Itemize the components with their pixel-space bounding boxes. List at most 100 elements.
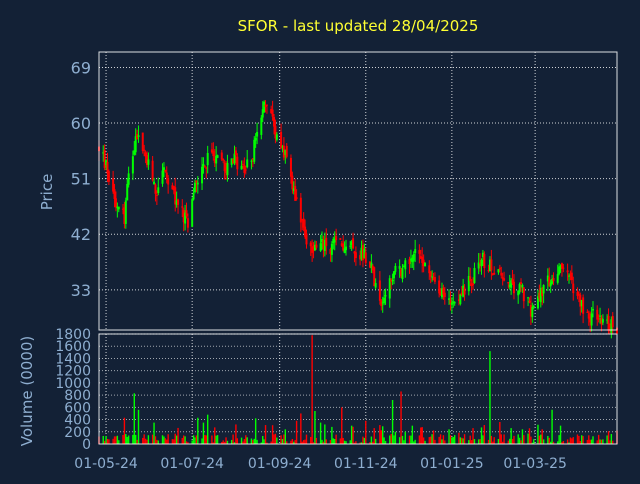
volume-bar bbox=[274, 433, 277, 444]
down-candle-body bbox=[511, 279, 514, 284]
down-candle-body bbox=[570, 272, 573, 281]
down-candle-body bbox=[576, 291, 579, 296]
volume-bar bbox=[434, 439, 436, 444]
down-candle-body bbox=[177, 199, 180, 205]
up-candle-body bbox=[559, 266, 562, 269]
up-candle-body bbox=[292, 188, 295, 192]
volume-bar bbox=[394, 431, 397, 444]
volume-bar bbox=[547, 435, 549, 444]
x-tick-label: 01-11-24 bbox=[334, 456, 398, 472]
down-candle-body bbox=[503, 278, 506, 281]
volume-bar bbox=[153, 422, 155, 444]
down-candle-body bbox=[213, 158, 216, 164]
volume-bar bbox=[404, 431, 406, 444]
volume-bar bbox=[266, 442, 268, 444]
up-candle-body bbox=[402, 266, 405, 268]
down-candle-body bbox=[469, 276, 472, 281]
down-candle-body bbox=[289, 157, 292, 177]
up-candle-body bbox=[411, 257, 414, 262]
up-candle-body bbox=[126, 183, 129, 201]
volume-bars bbox=[98, 335, 618, 444]
volume-bar bbox=[453, 435, 456, 444]
volume-bar bbox=[597, 434, 600, 444]
volume-bar bbox=[557, 441, 559, 444]
volume-bar bbox=[469, 435, 471, 444]
up-candle-body bbox=[580, 300, 583, 307]
volume-bar bbox=[472, 428, 474, 444]
volume-bar bbox=[609, 440, 611, 444]
down-candle-body bbox=[442, 287, 445, 295]
volume-bar bbox=[294, 439, 296, 444]
volume-bar bbox=[588, 435, 590, 444]
volume-bar bbox=[115, 436, 117, 444]
volume-bar bbox=[527, 433, 529, 444]
up-candle-body bbox=[517, 290, 520, 296]
down-candle-body bbox=[145, 155, 148, 166]
down-candle-body bbox=[106, 161, 109, 174]
volume-tick-label: 1200 bbox=[55, 364, 91, 380]
volume-bar bbox=[250, 438, 253, 444]
down-candle-body bbox=[512, 281, 515, 294]
down-candle-body bbox=[541, 288, 544, 297]
volume-tick-label: 1400 bbox=[55, 351, 91, 367]
down-candle-body bbox=[520, 282, 523, 285]
up-candle-body bbox=[131, 156, 134, 174]
up-candle-body bbox=[450, 302, 453, 305]
down-candle-body bbox=[572, 283, 575, 294]
up-candle-body bbox=[345, 246, 348, 251]
volume-bar bbox=[422, 437, 425, 444]
down-candle-body bbox=[241, 163, 244, 165]
volume-bar bbox=[571, 438, 573, 444]
up-candle-body bbox=[133, 150, 136, 155]
volume-bar bbox=[589, 439, 591, 444]
volume-bar bbox=[382, 426, 384, 444]
volume-bar bbox=[276, 437, 278, 444]
up-candle-body bbox=[124, 200, 127, 224]
volume-bar bbox=[449, 435, 452, 444]
up-candle-body bbox=[440, 288, 443, 298]
down-candle-body bbox=[273, 117, 276, 127]
volume-bar bbox=[281, 438, 284, 444]
up-candle-body bbox=[467, 275, 470, 292]
volume-bar bbox=[319, 422, 322, 444]
volume-bar bbox=[202, 422, 205, 444]
up-candle-body bbox=[134, 136, 137, 153]
up-candle-body bbox=[343, 248, 346, 253]
volume-bar bbox=[362, 436, 364, 444]
volume-bar bbox=[125, 434, 127, 444]
up-candle-body bbox=[542, 285, 545, 294]
down-candle-body bbox=[186, 218, 189, 228]
down-candle-body bbox=[205, 167, 208, 169]
volume-bar bbox=[473, 439, 476, 444]
down-candle-body bbox=[569, 274, 572, 276]
volume-bar bbox=[271, 425, 274, 444]
up-candle-body bbox=[531, 306, 534, 318]
up-candle-body bbox=[263, 101, 266, 113]
volume-bar bbox=[428, 437, 430, 444]
down-candle-body bbox=[315, 244, 318, 248]
volume-bar bbox=[493, 437, 495, 444]
up-candle-body bbox=[240, 165, 243, 170]
down-candle-body bbox=[234, 150, 237, 156]
volume-bar bbox=[166, 439, 168, 444]
volume-tick-label: 0 bbox=[82, 437, 91, 453]
volume-bar bbox=[374, 438, 377, 444]
volume-bar bbox=[448, 429, 450, 444]
volume-bar bbox=[483, 425, 486, 444]
up-candle-body bbox=[127, 173, 130, 185]
volume-axis-label: Volume (0000) bbox=[18, 336, 36, 446]
volume-bar bbox=[521, 429, 524, 444]
volume-bar bbox=[391, 400, 394, 444]
down-candle-body bbox=[433, 277, 436, 282]
volume-bar bbox=[205, 435, 207, 444]
volume-bar bbox=[576, 434, 579, 444]
up-candle-body bbox=[191, 199, 194, 227]
volume-bar bbox=[424, 440, 426, 444]
down-candle-body bbox=[498, 267, 501, 270]
volume-bar bbox=[350, 425, 353, 444]
down-candle-body bbox=[181, 206, 184, 208]
down-candle-body bbox=[400, 269, 403, 277]
volume-bar bbox=[175, 435, 178, 444]
volume-tick-label: 1800 bbox=[55, 327, 91, 343]
volume-bar bbox=[452, 437, 454, 444]
